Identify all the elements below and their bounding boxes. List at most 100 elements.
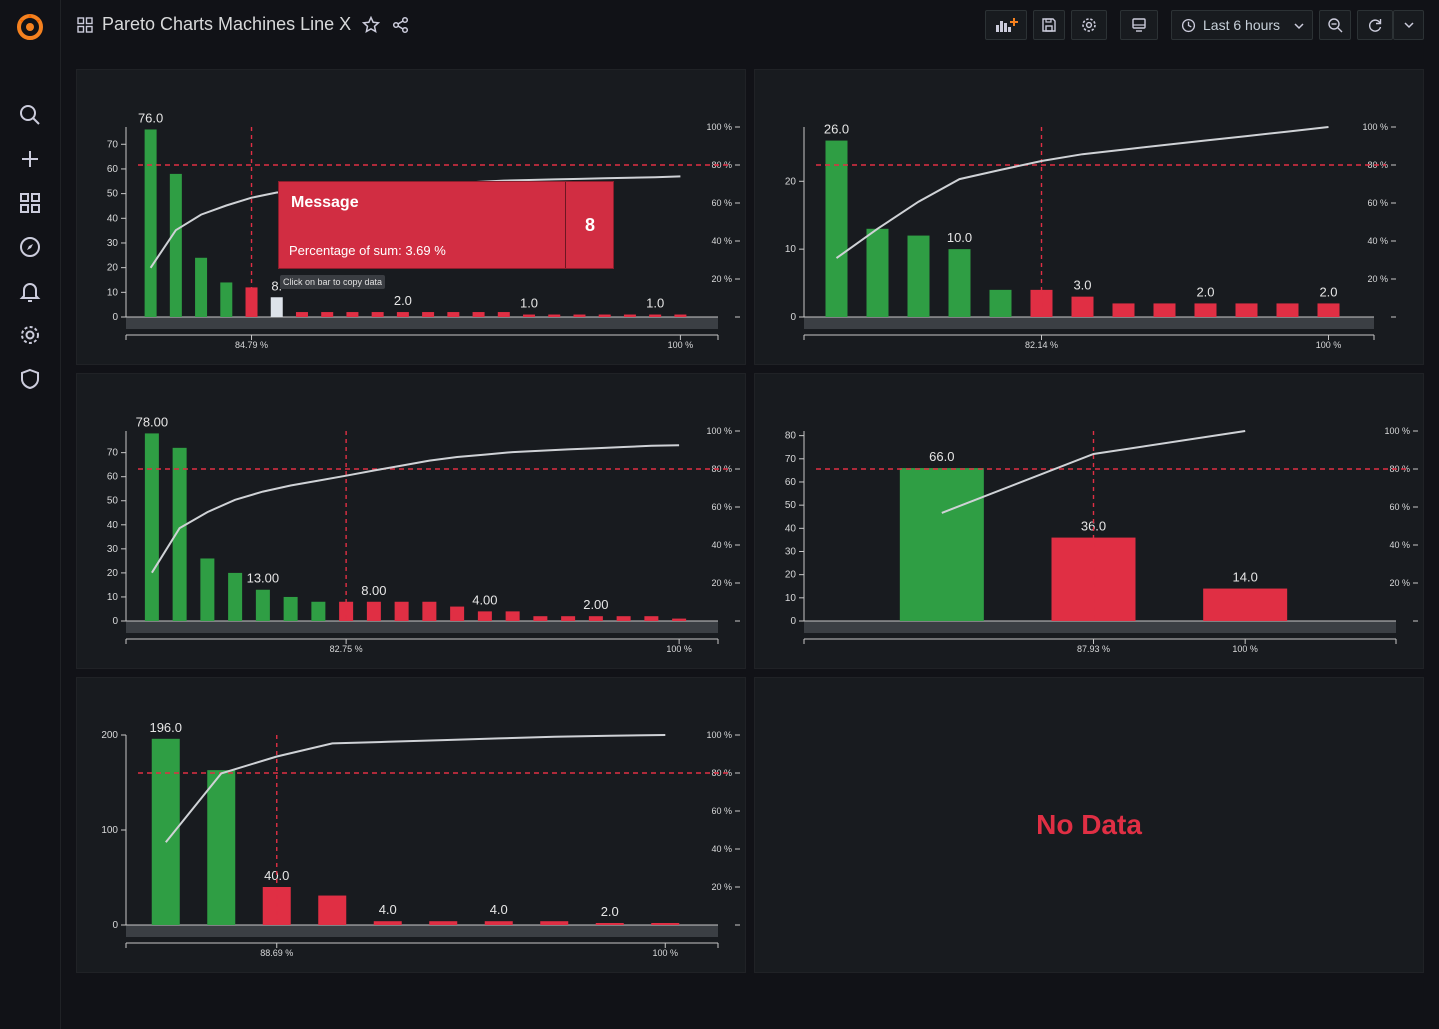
- y-tick-label: 50: [107, 189, 119, 200]
- pareto-panel-bottom-left[interactable]: 0 100 200 100 % 80 % 60 % 40 % 20 % 196.0 40.0 4.0…: [76, 677, 746, 973]
- y-tick-label: 50: [107, 496, 119, 507]
- y-tick-label: 0: [790, 616, 796, 627]
- y-tick-label: 50: [785, 500, 797, 511]
- bar-value-label: 36.0: [1081, 519, 1106, 534]
- time-range-picker[interactable]: Last 6 hours: [1171, 10, 1313, 40]
- y-tick-label: 0: [790, 312, 796, 323]
- bar: [948, 249, 971, 317]
- bar: [1317, 303, 1340, 317]
- chevron-down-icon: [1403, 22, 1414, 29]
- right-tick-label: 80 %: [711, 768, 732, 778]
- bar: [644, 616, 659, 621]
- search-icon[interactable]: [18, 103, 42, 127]
- settings-icon[interactable]: [18, 323, 42, 347]
- y-tick-label: 10: [785, 244, 797, 255]
- pareto-cut-label: 87.93 %: [1077, 644, 1110, 654]
- bar: [825, 140, 848, 317]
- no-data-panel[interactable]: No Data: [754, 677, 1424, 973]
- bar-value-label: 40.0: [264, 868, 289, 883]
- bar: [195, 257, 208, 317]
- pareto-chart[interactable]: 0 10 20 30 40 50 60 70 80 100 % 80 % 60 % 40 % 20 % 66…: [755, 374, 1425, 670]
- right-tick-label: 80 %: [1389, 464, 1410, 474]
- zoom-out-button[interactable]: [1319, 10, 1351, 40]
- y-tick-label: 200: [101, 730, 118, 741]
- bar: [1153, 303, 1176, 317]
- explore-icon[interactable]: [18, 235, 42, 259]
- y-tick-label: 10: [107, 287, 119, 298]
- right-tick-label: 40 %: [711, 236, 732, 246]
- grafana-logo-icon[interactable]: [14, 10, 46, 42]
- end-percent-label: 100 %: [652, 948, 678, 958]
- add-panel-icon: [996, 18, 1018, 32]
- share-icon[interactable]: [392, 16, 410, 34]
- tv-mode-button[interactable]: [1120, 10, 1158, 40]
- save-dashboard-button[interactable]: [1033, 10, 1065, 40]
- bar: [540, 921, 569, 925]
- bar: [651, 923, 680, 925]
- pareto-cut-label: 84.79 %: [235, 340, 268, 350]
- bar-value-label: 66.0: [929, 449, 954, 464]
- x-axis-band: [804, 317, 1374, 329]
- y-tick-label: 20: [785, 176, 797, 187]
- bar: [450, 606, 465, 621]
- dashboards-icon[interactable]: [18, 191, 42, 215]
- y-tick-label: 80: [785, 431, 797, 442]
- copy-data-hint: Click on bar to copy data: [280, 275, 386, 289]
- refresh-button[interactable]: [1357, 10, 1393, 40]
- bar-value-label: 14.0: [1233, 570, 1258, 585]
- bar-value-label: 78.00: [136, 414, 169, 429]
- bar-value-label: 2.0: [1196, 284, 1214, 299]
- y-tick-label: 10: [785, 593, 797, 604]
- bar: [321, 312, 334, 317]
- bar: [505, 611, 520, 621]
- y-tick-label: 20: [107, 263, 119, 274]
- right-tick-label: 40 %: [711, 844, 732, 854]
- alerting-icon[interactable]: [18, 279, 42, 303]
- x-axis-band: [126, 925, 718, 937]
- time-range-label: Last 6 hours: [1203, 17, 1281, 33]
- star-icon[interactable]: [362, 16, 380, 34]
- dashboard-grid-icon[interactable]: [77, 17, 93, 33]
- bar: [144, 129, 157, 317]
- y-tick-label: 60: [785, 477, 797, 488]
- pareto-panel-middle-left[interactable]: 0 10 20 30 40 50 60 70 100 % 80 % 60 % 40 % 20 % 78.0…: [76, 373, 746, 669]
- pareto-panel-middle-right[interactable]: 0 10 20 30 40 50 60 70 80 100 % 80 % 60 % 40 % 20 % 66…: [754, 373, 1424, 669]
- bar: [283, 596, 298, 621]
- bar-value-label: 76.0: [138, 110, 163, 125]
- add-panel-button[interactable]: [985, 10, 1027, 40]
- plus-icon[interactable]: [18, 147, 42, 171]
- bar: [595, 923, 624, 925]
- bar: [907, 235, 930, 317]
- right-tick-label: 20 %: [711, 882, 732, 892]
- dashboard-settings-button[interactable]: [1071, 10, 1107, 40]
- pareto-chart[interactable]: 0 100 200 100 % 80 % 60 % 40 % 20 % 196.0 40.0 4.0…: [77, 678, 747, 974]
- right-tick-label: 100 %: [1384, 426, 1410, 436]
- bar: [371, 312, 384, 317]
- right-tick-label: 20 %: [711, 578, 732, 588]
- x-axis-band: [804, 621, 1396, 633]
- right-tick-label: 100 %: [1362, 122, 1388, 132]
- right-tick-label: 100 %: [706, 122, 732, 132]
- bar: [228, 572, 243, 621]
- bar: [373, 921, 402, 925]
- refresh-icon: [1369, 19, 1382, 32]
- pareto-panel-top-right[interactable]: 0 10 20 100 % 80 % 60 % 40 % 20 % 26.0 10.0 3.0 2.0…: [754, 69, 1424, 365]
- tooltip-percentage: Percentage of sum: 3.69 %: [289, 243, 446, 258]
- bar: [207, 770, 236, 925]
- bar: [477, 611, 492, 621]
- bar: [899, 468, 984, 621]
- right-tick-label: 60 %: [1367, 198, 1388, 208]
- bar-value-label: 4.0: [490, 902, 508, 917]
- bar-value-label: 1.0: [646, 296, 664, 311]
- bar: [295, 312, 308, 317]
- cumulative-line: [835, 126, 1329, 259]
- bar: [396, 312, 409, 317]
- refresh-interval-dropdown[interactable]: [1393, 10, 1424, 40]
- bar: [672, 618, 687, 621]
- tooltip-divider: [565, 182, 566, 268]
- shield-icon[interactable]: [18, 367, 42, 391]
- pareto-chart[interactable]: 0 10 20 30 40 50 60 70 100 % 80 % 60 % 40 % 20 % 78.0…: [77, 374, 747, 670]
- bar-value-label: 196.0: [149, 720, 182, 735]
- dashboard-title[interactable]: Pareto Charts Machines Line X: [102, 14, 352, 34]
